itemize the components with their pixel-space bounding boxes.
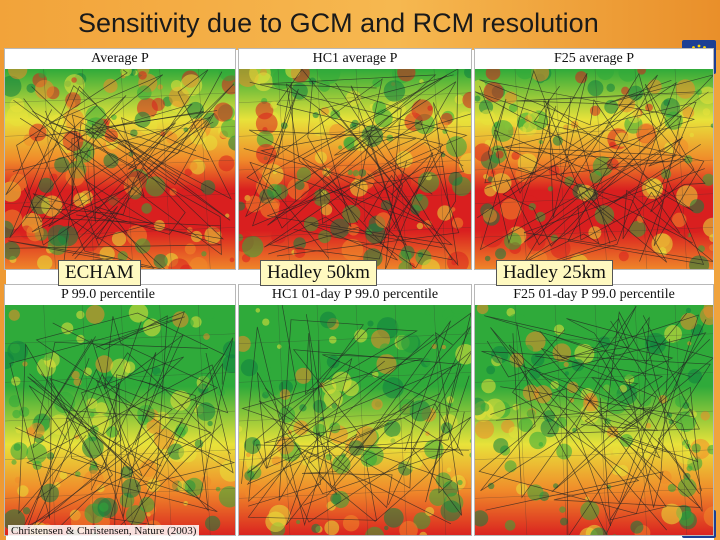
- precip-map: [5, 69, 235, 269]
- precip-map: [239, 305, 471, 535]
- panel-caption: P 99.0 percentile: [5, 285, 235, 305]
- map-panel-hadley50-average: HC1 average P: [238, 48, 472, 270]
- panel-caption: Average P: [5, 49, 235, 69]
- precip-map: [5, 305, 235, 535]
- map-panel-echam-average: Average P: [4, 48, 236, 270]
- map-panel-hadley25-percentile: F25 01-day P 99.0 percentile: [474, 284, 714, 536]
- panel-caption: HC1 average P: [239, 49, 471, 69]
- map-panel-hadley25-average: F25 average P: [474, 48, 714, 270]
- map-panel-echam-percentile: P 99.0 percentile: [4, 284, 236, 536]
- right-border-strip: [714, 50, 720, 540]
- panel-caption: HC1 01-day P 99.0 percentile: [239, 285, 471, 305]
- model-label-echam: ECHAM: [58, 260, 141, 286]
- model-label-hadley-25km: Hadley 25km: [496, 260, 613, 286]
- precip-map: [475, 305, 713, 535]
- model-label-hadley-50km: Hadley 50km: [260, 260, 377, 286]
- precip-map: [475, 69, 713, 269]
- title-bar: [0, 0, 720, 50]
- precip-map: [239, 69, 471, 269]
- panel-caption: F25 01-day P 99.0 percentile: [475, 285, 713, 305]
- map-panel-hadley50-percentile: HC1 01-day P 99.0 percentile: [238, 284, 472, 536]
- slide-title: Sensitivity due to GCM and RCM resolutio…: [78, 8, 599, 38]
- panel-caption: F25 average P: [475, 49, 713, 69]
- citation: Christensen & Christensen, Nature (2003): [8, 525, 200, 537]
- left-border-strip: [0, 50, 6, 540]
